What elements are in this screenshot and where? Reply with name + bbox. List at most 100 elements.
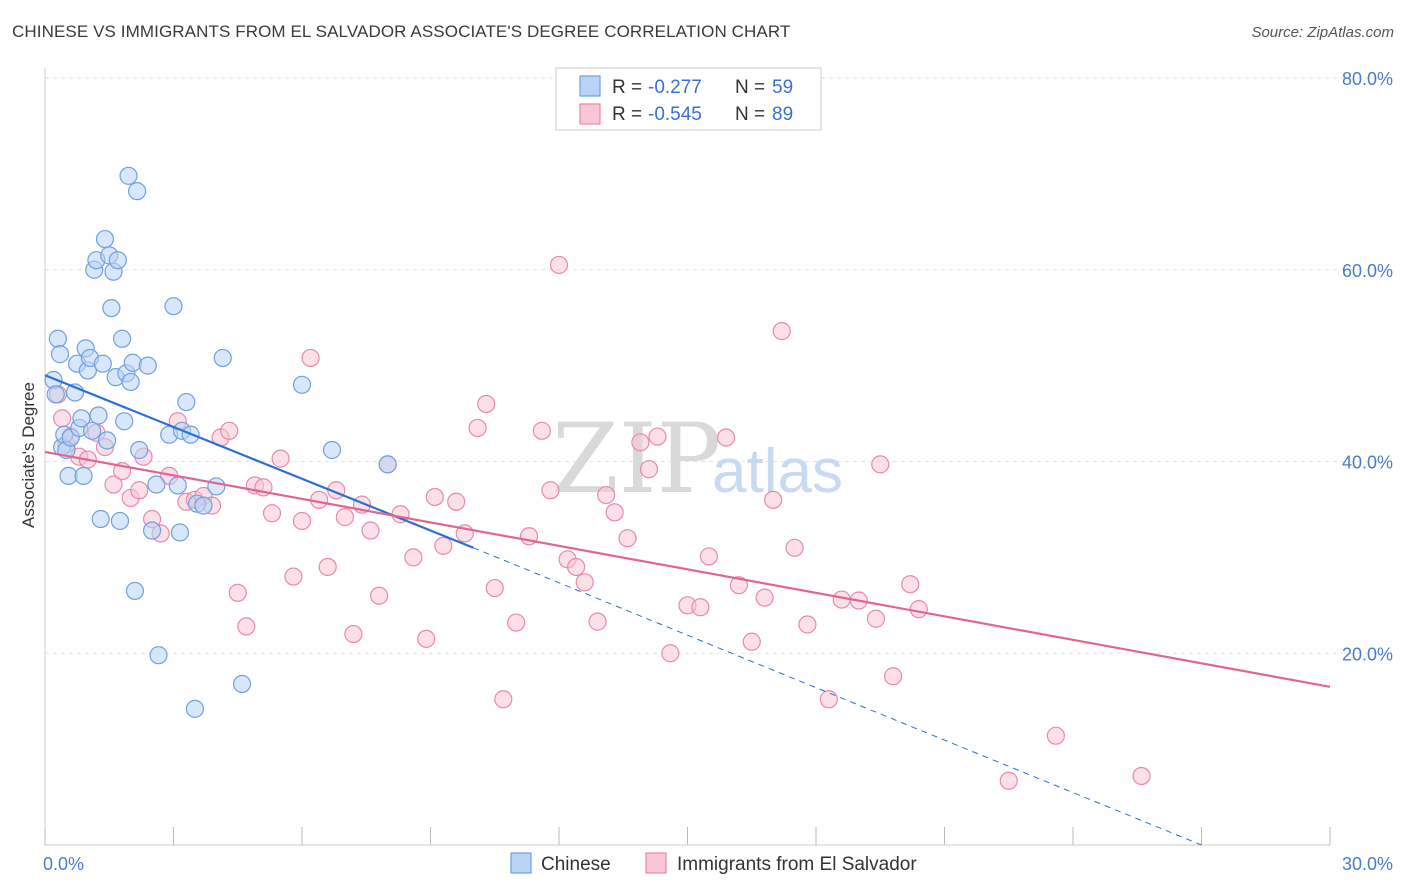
salvador-point-63 <box>618 529 637 548</box>
salvador-point-82 <box>866 609 886 628</box>
salvador-point-85 <box>901 575 920 594</box>
salvador-point-54 <box>532 421 551 440</box>
chinese-point-51 <box>185 699 205 718</box>
chinese-point-39 <box>130 440 149 460</box>
chinese-point-29 <box>108 251 127 270</box>
salvador-point-24 <box>237 617 256 636</box>
salvador-point-39 <box>370 586 389 605</box>
salvador-point-29 <box>284 567 303 586</box>
salvador-point-71 <box>716 428 736 447</box>
salvador-point-46 <box>447 492 466 511</box>
salvador-point-50 <box>485 578 504 598</box>
bottom-legend-swatch-chinese <box>510 852 532 874</box>
y-tick-label-3: 80.0% <box>1342 69 1393 89</box>
salvador-point-38 <box>361 521 380 540</box>
chinese-point-13 <box>74 466 93 485</box>
salvador-point-70 <box>699 547 719 566</box>
chinese-point-40 <box>138 356 157 375</box>
salvador-point-8 <box>104 475 123 494</box>
y-axis-label: Associate's Degree <box>19 382 38 528</box>
chinese-point-46 <box>168 476 187 495</box>
legend-r-label-2: R = <box>612 104 642 125</box>
legend-r-label-1: R = <box>612 77 642 98</box>
bottom-legend-label-chinese: Chinese <box>541 854 611 875</box>
chinese-point-23 <box>95 229 115 249</box>
chinese-point-34 <box>119 166 138 185</box>
chinese-point-21 <box>91 509 110 529</box>
legend-r-value-1: -0.277 <box>648 77 702 98</box>
salvador-point-33 <box>318 557 337 577</box>
salvador-point-56 <box>549 255 569 275</box>
chinese-point-2 <box>48 329 67 348</box>
chinese-point-26 <box>102 299 121 318</box>
chinese-point-54 <box>207 477 226 496</box>
salvador-point-55 <box>541 481 560 500</box>
salvador-point-78 <box>798 615 817 634</box>
x-tick-label-0: 0.0% <box>43 854 84 874</box>
chinese-point-56 <box>232 674 252 694</box>
chart-title: CHINESE VS IMMIGRANTS FROM EL SALVADOR A… <box>12 22 791 41</box>
chinese-point-31 <box>112 329 132 348</box>
y-tick-label-1: 40.0% <box>1342 453 1393 473</box>
legend-r-value-2: -0.545 <box>648 104 702 125</box>
salvador-point-79 <box>819 690 838 709</box>
salvador-point-69 <box>691 598 710 617</box>
salvador-point-83 <box>871 455 890 474</box>
salvador-point-75 <box>764 490 783 509</box>
salvador-point-35 <box>335 508 354 527</box>
salvador-point-31 <box>301 348 320 368</box>
bottom-legend-swatch-salvador <box>645 852 667 874</box>
salvador-point-74 <box>755 588 774 607</box>
chinese-point-24 <box>98 431 117 450</box>
salvador-point-49 <box>477 394 496 414</box>
salvador-point-23 <box>228 583 247 602</box>
chinese-point-58 <box>322 440 342 460</box>
salvador-point-87 <box>999 771 1018 790</box>
chinese-point-42 <box>147 475 166 494</box>
salvador-point-77 <box>785 538 804 557</box>
salvador-point-60 <box>588 612 607 631</box>
chinese-point-57 <box>292 375 312 394</box>
watermark-zip: ZIP <box>552 403 721 515</box>
x-tick-label-1: 30.0% <box>1342 854 1393 874</box>
salvador-point-76 <box>772 322 791 341</box>
chinese-point-47 <box>170 523 190 542</box>
salvador-point-61 <box>597 485 616 505</box>
salvador-point-58 <box>567 557 586 577</box>
salvador-point-86 <box>909 600 928 619</box>
salvador-point-66 <box>648 427 667 446</box>
salvador-point-52 <box>507 613 526 632</box>
salvador-point-89 <box>1132 766 1151 786</box>
axes <box>44 68 1331 846</box>
salvador-point-72 <box>729 576 749 595</box>
chinese-point-30 <box>110 511 130 531</box>
chinese-point-43 <box>149 646 168 665</box>
legend-n-label-2: N = <box>735 104 765 125</box>
chinese-point-55 <box>213 348 232 368</box>
legend-n-value-2: 89 <box>772 104 793 125</box>
legend-swatch-salvador <box>579 103 601 125</box>
salvador-trend-line <box>44 450 1331 688</box>
salvador-point-45 <box>434 536 453 555</box>
source-label: Source: ZipAtlas.com <box>1251 24 1394 41</box>
chinese-point-32 <box>115 412 134 431</box>
salvador-point-28 <box>271 449 290 468</box>
series-salvador-points <box>48 255 1151 790</box>
salvador-point-36 <box>344 624 363 644</box>
salvador-point-51 <box>494 690 513 709</box>
salvador-point-48 <box>468 418 487 438</box>
y-tick-label-2: 60.0% <box>1342 261 1393 281</box>
salvador-point-22 <box>220 421 239 440</box>
trend-lines <box>44 374 1331 846</box>
chinese-point-22 <box>93 354 112 373</box>
salvador-point-59 <box>575 573 594 592</box>
chinese-point-59 <box>378 455 397 474</box>
series-chinese-points <box>44 166 397 718</box>
legend-n-label-1: N = <box>735 77 765 98</box>
x-tick-labels: 0.0% 30.0% <box>43 854 1393 874</box>
chinese-point-45 <box>164 297 183 316</box>
chinese-point-17 <box>83 421 102 440</box>
salvador-point-43 <box>417 629 436 648</box>
chinese-point-49 <box>177 392 196 412</box>
salvador-point-65 <box>639 460 659 479</box>
